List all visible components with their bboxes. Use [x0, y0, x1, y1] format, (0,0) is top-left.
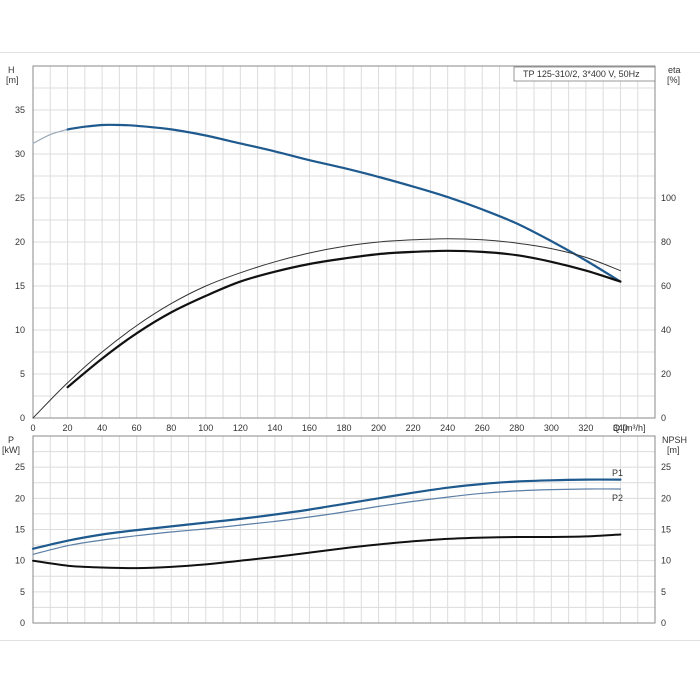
bottom-panel-grid	[32, 435, 656, 624]
bottom-right-axis-unit: [m]	[667, 445, 680, 455]
bottom-series-0-line	[31, 478, 622, 550]
x-tick-label: 160	[302, 423, 317, 433]
bottom-left-tick-label: 25	[15, 462, 25, 472]
top-right-tick-label: 20	[661, 369, 671, 379]
x-tick-label: 240	[440, 423, 455, 433]
top-left-tick-label: 15	[15, 281, 25, 291]
top-left-tick-label: 30	[15, 149, 25, 159]
bottom-left-tick-label: 20	[15, 493, 25, 503]
top-left-tick-label: 35	[15, 105, 25, 115]
top-right-tick-label: 60	[661, 281, 671, 291]
chart-title: TP 125-310/2, 3*400 V, 50Hz	[523, 69, 640, 79]
top-panel-frame	[32, 65, 656, 419]
legend-p2: P2	[612, 493, 623, 503]
top-left-axis-unit: [m]	[6, 75, 19, 85]
x-tick-label: 180	[336, 423, 351, 433]
top-left-tick-label: 5	[20, 369, 25, 379]
x-tick-label: 200	[371, 423, 386, 433]
bottom-right-tick-label: 0	[661, 618, 666, 628]
top-right-axis-label: eta	[668, 65, 681, 75]
x-tick-label: 280	[509, 423, 524, 433]
curves	[31, 123, 622, 570]
x-tick-label: 0	[30, 423, 35, 433]
bottom-series-2-line	[32, 533, 622, 570]
bottom-right-tick-label: 20	[661, 493, 671, 503]
top-series-1-line	[66, 123, 622, 283]
bottom-right-tick-label: 15	[661, 525, 671, 535]
top-left-axis-label: H	[8, 65, 15, 75]
x-tick-label: 100	[198, 423, 213, 433]
x-tick-label: 320	[578, 423, 593, 433]
x-tick-label: 40	[97, 423, 107, 433]
top-left-tick-label: 0	[20, 413, 25, 423]
x-tick-label: 20	[63, 423, 73, 433]
top-left-tick-label: 20	[15, 237, 25, 247]
top-panel-grid	[32, 65, 656, 419]
x-tick-label: 260	[475, 423, 490, 433]
x-tick-label: 220	[406, 423, 421, 433]
top-series-2-line	[32, 238, 621, 419]
x-tick-label: 80	[166, 423, 176, 433]
top-left-tick-label: 10	[15, 325, 25, 335]
x-tick-label: 340	[613, 423, 628, 433]
bottom-right-tick-label: 25	[661, 462, 671, 472]
top-series-3-line	[66, 249, 622, 389]
top-separator	[0, 52, 700, 53]
bottom-separator	[0, 640, 700, 641]
bottom-left-tick-label: 0	[20, 618, 25, 628]
bottom-left-axis-label: P	[8, 435, 14, 445]
top-right-tick-label: 100	[661, 193, 676, 203]
x-tick-label: 120	[233, 423, 248, 433]
x-tick-label: 60	[132, 423, 142, 433]
top-right-tick-label: 0	[661, 413, 666, 423]
legend-p1: P1	[612, 468, 623, 478]
bottom-right-tick-label: 10	[661, 556, 671, 566]
title-box	[513, 66, 656, 82]
bottom-left-tick-label: 5	[20, 587, 25, 597]
bottom-right-axis-label: NPSH	[662, 435, 687, 445]
bottom-series-1-line	[32, 488, 621, 555]
bottom-left-tick-label: 15	[15, 525, 25, 535]
top-right-tick-label: 80	[661, 237, 671, 247]
bottom-panel-frame	[32, 435, 656, 624]
bottom-right-tick-label: 5	[661, 587, 666, 597]
top-left-tick-label: 25	[15, 193, 25, 203]
x-axis-label: Q [m³/h]	[613, 423, 646, 433]
top-series-0-line	[32, 128, 69, 144]
top-right-tick-label: 40	[661, 325, 671, 335]
x-tick-label: 300	[544, 423, 559, 433]
bottom-left-tick-label: 10	[15, 556, 25, 566]
x-tick-label: 140	[267, 423, 282, 433]
top-right-axis-unit: [%]	[667, 75, 680, 85]
bottom-left-axis-unit: [kW]	[2, 445, 20, 455]
